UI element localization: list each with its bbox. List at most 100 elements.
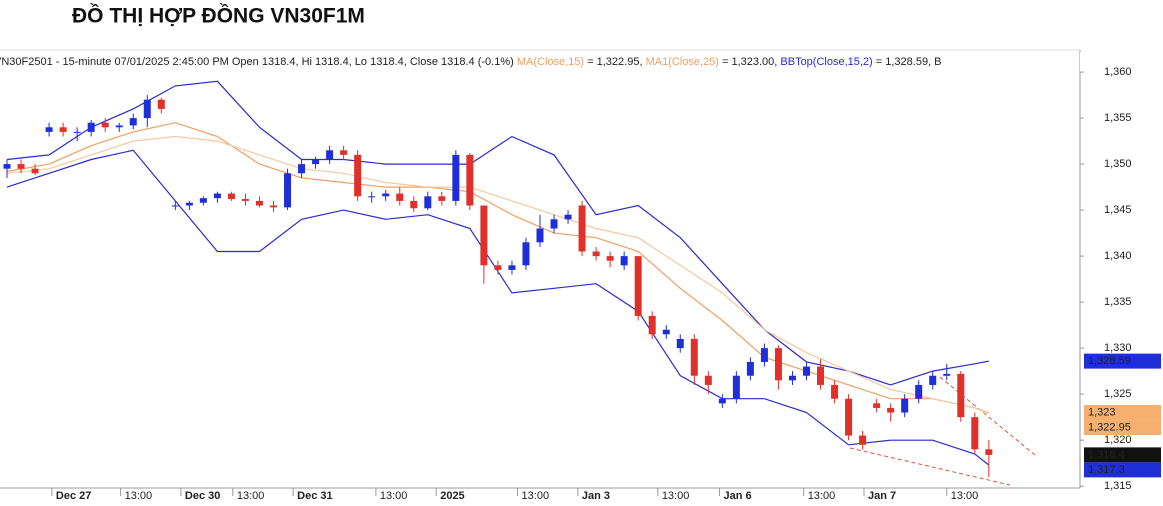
- candle-body: [129, 118, 137, 126]
- header-segment: MA1(Close,25): [646, 56, 719, 68]
- trend-line: [849, 447, 1011, 486]
- candle-body: [774, 348, 782, 381]
- x-tick-label: 13:00: [522, 490, 550, 502]
- candle-body: [17, 164, 25, 169]
- candle-body: [915, 384, 923, 399]
- header-segment: MA(Close,15): [517, 56, 584, 68]
- candle-body: [410, 200, 418, 209]
- header-segment: = 1,322.95,: [584, 56, 645, 68]
- candle-body: [634, 256, 642, 316]
- indicator-line: [6, 135, 989, 414]
- candle-body: [845, 398, 853, 436]
- candle-body: [255, 200, 263, 206]
- candle-body: [592, 251, 600, 257]
- candle-body: [284, 173, 292, 208]
- candle-body: [227, 193, 235, 200]
- candle-body: [620, 256, 628, 266]
- candle-body: [213, 193, 221, 199]
- y-tick-label: 1,335: [1104, 296, 1132, 308]
- x-tick-label: 13:00: [662, 490, 690, 502]
- candle-body: [550, 219, 558, 229]
- y-tick-label: 1,355: [1104, 112, 1132, 124]
- y-tick-label: 1,360: [1104, 66, 1132, 78]
- y-tick-label: 1,340: [1104, 250, 1132, 262]
- price-tag-label: 1,323: [1088, 406, 1116, 418]
- candle-body: [466, 154, 474, 206]
- header-segment: = 1,328.59, B: [873, 56, 942, 68]
- candle-body: [788, 375, 796, 381]
- candle-body: [73, 131, 81, 133]
- candle-body: [606, 256, 614, 261]
- header-segment: VN30F2501 - 15-minute 07/01/2025 2:45:00…: [0, 56, 517, 68]
- candle-body: [929, 375, 937, 385]
- y-tick-label: 1,320: [1104, 434, 1132, 446]
- candle-body: [718, 398, 726, 404]
- price-tag: [1084, 462, 1161, 478]
- candle-body: [831, 384, 839, 399]
- x-tick-label: 13:00: [380, 490, 408, 502]
- candle-body: [494, 265, 502, 270]
- x-tick-label: 13:00: [125, 490, 153, 502]
- candle-body: [298, 164, 306, 174]
- candle-body: [690, 338, 698, 376]
- price-tag-label: 1,317.3: [1088, 464, 1125, 476]
- candle-body: [873, 403, 881, 408]
- candle-body: [522, 242, 530, 266]
- candle-body: [985, 449, 993, 455]
- indicator-line: [6, 149, 990, 466]
- x-tick-label: Dec 31: [297, 490, 332, 502]
- candle-body: [662, 329, 670, 335]
- header-segment: = 1,323.00,: [719, 56, 780, 68]
- candle-body: [326, 150, 334, 160]
- price-tag: [1084, 405, 1161, 421]
- x-tick-label: Jan 3: [582, 490, 610, 502]
- candle-body: [171, 205, 179, 207]
- candle-body: [101, 122, 109, 128]
- y-tick-label: 1,315: [1104, 480, 1132, 492]
- price-tag-label: 1,322.95: [1088, 421, 1131, 433]
- candle-body: [368, 196, 376, 198]
- price-tag-label: 1,318.4: [1088, 449, 1125, 461]
- candle-body: [578, 205, 586, 252]
- candle-body: [704, 375, 712, 385]
- x-tick-label: Dec 30: [185, 490, 220, 502]
- candle-body: [480, 205, 488, 266]
- candle-body: [901, 398, 909, 413]
- candle-body: [452, 154, 460, 201]
- y-tick-label: 1,330: [1104, 342, 1132, 354]
- candle-body: [199, 198, 207, 203]
- candle-body: [564, 214, 572, 220]
- candle-body: [648, 315, 656, 335]
- candle-body: [143, 99, 151, 119]
- candle-body: [887, 407, 895, 413]
- candle-body: [3, 164, 11, 169]
- candle-body: [382, 193, 390, 197]
- candle-body: [31, 168, 39, 174]
- header-segment: BBTop(Close,15,2): [780, 56, 872, 68]
- candle-body: [676, 338, 684, 349]
- x-tick-label: 2025: [440, 490, 464, 502]
- x-tick-label: Jan 6: [724, 490, 752, 502]
- candle-body: [241, 199, 249, 201]
- candle-body: [115, 125, 123, 128]
- candle-body: [270, 205, 278, 208]
- y-tick-label: 1,350: [1104, 158, 1132, 170]
- price-tag: [1084, 353, 1161, 369]
- y-tick-label: 1,345: [1104, 204, 1132, 216]
- candle-body: [732, 375, 740, 399]
- y-tick-label: 1,325: [1104, 388, 1132, 400]
- candle-body: [802, 366, 810, 376]
- candle-body: [45, 127, 53, 132]
- candle-body: [508, 265, 516, 270]
- trend-line: [939, 376, 1036, 456]
- x-tick-label: 13:00: [951, 490, 979, 502]
- candle-body: [354, 154, 362, 197]
- candle-body: [536, 228, 544, 243]
- candle-body: [157, 99, 165, 109]
- candle-body: [312, 159, 320, 165]
- candle-body: [438, 196, 446, 201]
- header-mask: [1080, 52, 1163, 72]
- price-tag-label: 1,328.59: [1088, 355, 1131, 367]
- candle-body: [87, 122, 95, 132]
